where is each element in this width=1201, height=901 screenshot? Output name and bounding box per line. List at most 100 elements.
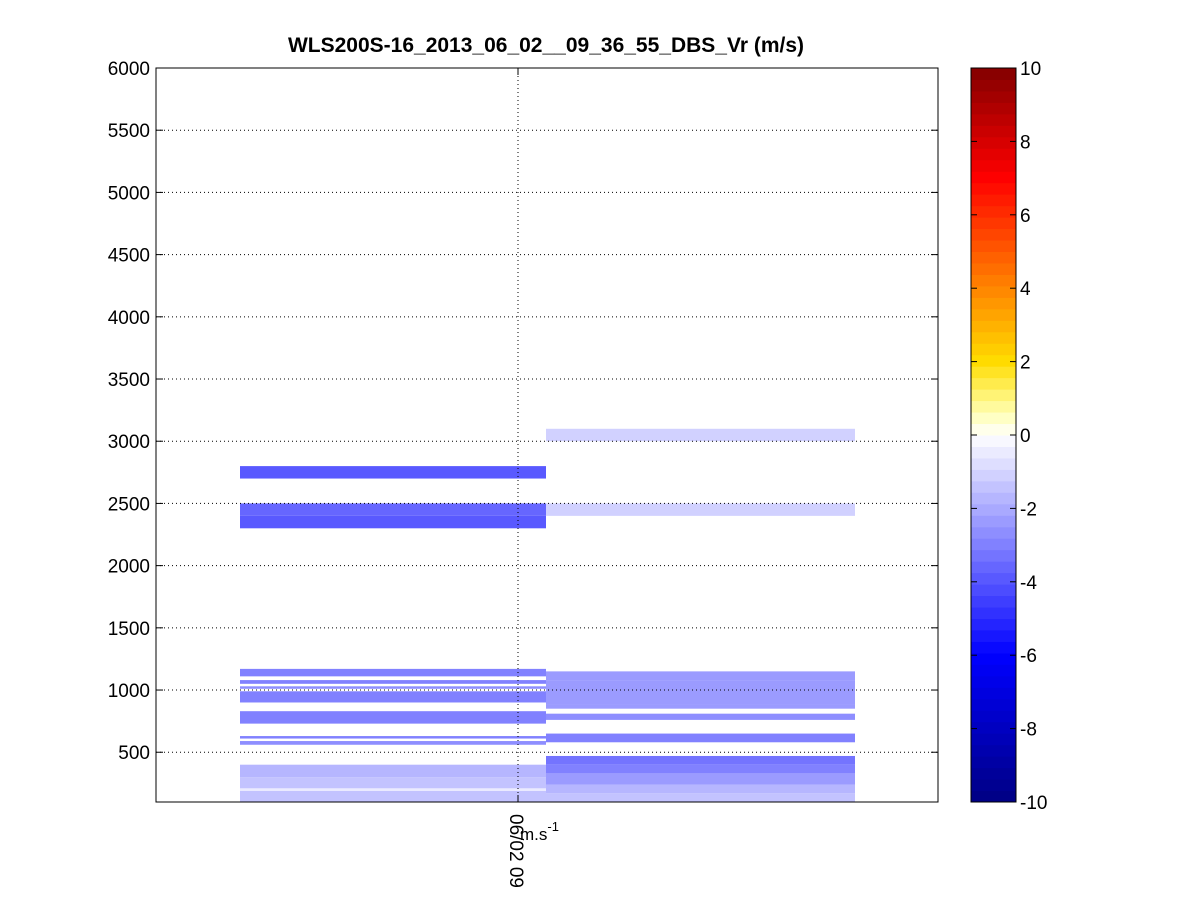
chart-title: WLS200S-16_2013_06_02__09_36_55_DBS_Vr (… [288,34,804,57]
heatmap-cell [240,711,546,724]
y-tick-label: 4000 [108,308,150,329]
colorbar-segment [971,125,1016,138]
colorbar-segment [971,90,1016,103]
colorbar-segment [971,251,1016,264]
heatmap-cell [546,733,855,743]
heatmap-cell [240,736,546,739]
colorbar-segment [971,756,1016,769]
colorbar-segment [971,744,1016,757]
heatmap-cell [546,704,855,709]
y-tick-label: 500 [118,743,150,764]
colorbar-tick-label: -10 [1020,793,1047,814]
colorbar-segment [971,607,1016,619]
colorbar-segment [971,687,1016,700]
colorbar-segment [971,182,1016,195]
colorbar-segment [971,767,1016,780]
colorbar-segment [971,446,1016,459]
colorbar-segment [971,171,1016,184]
colorbar-segment [971,102,1016,115]
colorbar-segment [971,515,1016,528]
colorbar-segment [971,595,1016,608]
y-tick-label: 1500 [108,619,150,640]
heatmap-cell [546,680,855,691]
y-tick-label: 2500 [108,494,150,515]
colorbar-segment [971,343,1016,356]
colorbar-segment [971,366,1016,379]
colorbar-tick-label: -4 [1020,573,1037,594]
heatmap-cell [240,515,546,529]
colorbar-segment [971,652,1016,665]
heatmap-cell [240,466,546,479]
heatmap-cell [240,691,546,703]
colorbar-segment [971,412,1016,425]
heatmap-cell [546,713,855,720]
colorbar-segment [971,526,1016,539]
heatmap-cell [546,764,855,774]
colorbar-tick-label: 0 [1020,426,1031,447]
colorbar-segment [971,779,1016,792]
colorbar-segment [971,297,1016,310]
heatmap-cell [546,428,855,442]
colorbar-segment [971,480,1016,493]
colorbar-segment [971,320,1016,333]
colorbar-segment [971,503,1016,516]
heatmap-cell [240,686,546,689]
y-tick-label: 6000 [108,59,150,80]
y-axis: 500 1000 1500 2000 2500 3000 3500 4000 4500 5000 5… [108,59,938,764]
colorbar-tick-label: 8 [1020,132,1031,153]
heatmap-cell [546,690,855,705]
y-tick-label: 5500 [108,121,150,142]
colorbar-tick-label: -2 [1020,499,1037,520]
heatmap-cell [546,503,855,516]
colorbar-segment [971,240,1016,252]
heatmap-cell [240,777,546,789]
colorbar-segment [971,710,1016,723]
x-tick-label: 06/02 09 [505,814,526,888]
colorbar-segment [971,194,1016,207]
colorbar-segment [971,68,1016,80]
heatmap-cell [240,741,546,745]
heatmap-cell [546,784,855,794]
colorbar-segment [971,423,1016,436]
colorbar-segment [971,469,1016,482]
colorbar-tick-label: -6 [1020,646,1037,667]
colorbar-tick-label: 6 [1020,206,1031,227]
y-tick-label: 5000 [108,183,150,204]
colorbar-segment [971,274,1016,287]
heatmap-cell [240,503,546,516]
heatmap-cell [546,773,855,785]
colorbar-segment [971,721,1016,734]
colorbar-segment [971,205,1016,218]
colorbar-segment [971,538,1016,551]
colorbar-segment [971,136,1016,149]
heatmap-cell [546,755,855,765]
colorbar-segment [971,664,1016,677]
colorbar-tick-label: 10 [1020,59,1041,80]
colorbar-segment [971,262,1016,275]
plot-frame [155,67,939,803]
heatmap-cell [240,680,546,684]
y-tick-label: 4500 [108,246,150,267]
colorbar-segment [971,159,1016,172]
colorbar-segment [971,698,1016,711]
colorbar-tick-label: -8 [1020,720,1037,741]
colorbar-segment [971,733,1016,746]
heatmap-cell [240,788,546,791]
x-axis: 06/02 09m.s-1 [505,68,559,888]
heatmap-cells [240,428,855,802]
x-axis-unit-label: m.s-1 [520,819,559,844]
colorbar-segment [971,584,1016,597]
colorbar-segment [971,148,1016,161]
colorbar-segment [971,400,1016,413]
colorbar-segment [971,389,1016,402]
heatmap-cell [240,790,546,802]
colorbar-segment [971,113,1016,126]
colorbar: -10 -8 -6 -4 -2 0 2 4 6 8 10 [970,59,1047,814]
y-tick-label: 2000 [108,557,150,578]
heatmap-cell [546,793,855,802]
y-tick-label: 1000 [108,681,150,702]
colorbar-segment [971,308,1016,321]
colorbar-segment [971,217,1016,230]
colorbar-tick-label: 2 [1020,353,1031,374]
colorbar-segment [971,331,1016,344]
